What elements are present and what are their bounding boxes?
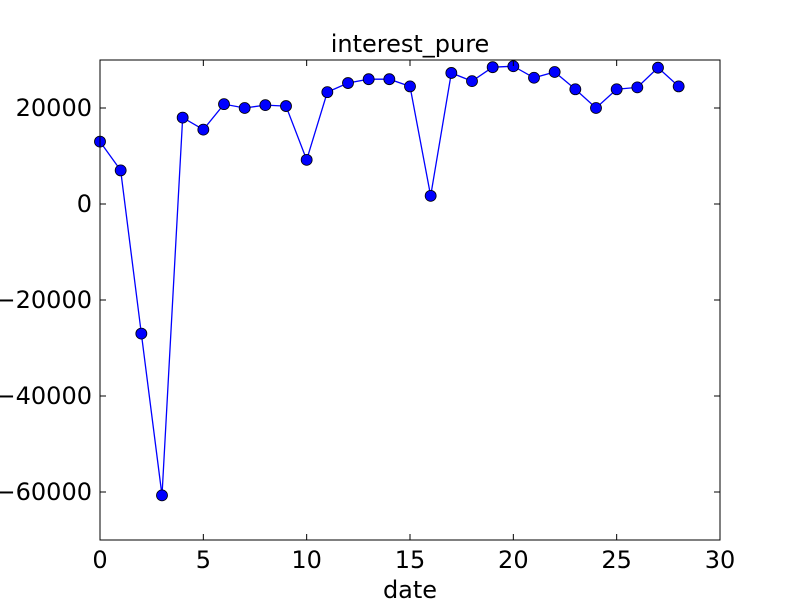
y-tick-label: 0 bbox=[77, 190, 92, 218]
x-axis-ticks: 0 5 10 15 20 25 30 bbox=[92, 60, 735, 574]
y-tick-label: 20000 bbox=[16, 94, 92, 122]
y-tick-label: −40000 bbox=[0, 382, 92, 410]
y-tick-label: −20000 bbox=[0, 286, 92, 314]
x-tick-label: 10 bbox=[291, 546, 322, 574]
data-point bbox=[300, 153, 313, 166]
x-tick-label: 5 bbox=[196, 546, 211, 574]
data-point bbox=[238, 102, 251, 114]
data-point bbox=[672, 80, 685, 93]
series-layer bbox=[94, 60, 685, 502]
data-point bbox=[362, 73, 375, 86]
data-point bbox=[486, 61, 499, 74]
data-point bbox=[135, 327, 148, 340]
data-point bbox=[424, 189, 437, 202]
plot-area-frame bbox=[99, 59, 721, 541]
data-point bbox=[321, 86, 334, 99]
data-point bbox=[445, 67, 458, 79]
data-point bbox=[383, 73, 396, 86]
y-tick-label: −60000 bbox=[0, 478, 92, 506]
data-point bbox=[590, 102, 602, 114]
data-point bbox=[610, 83, 623, 96]
chart-title: interest_pure bbox=[331, 30, 490, 58]
data-points bbox=[94, 60, 685, 502]
x-tick-label: 25 bbox=[601, 546, 632, 574]
data-point bbox=[197, 123, 210, 136]
data-point bbox=[569, 83, 582, 96]
data-point bbox=[156, 489, 168, 502]
y-axis-ticks: 20000 0 −20000 −40000 −60000 bbox=[0, 94, 720, 506]
data-point bbox=[342, 77, 354, 89]
x-tick-label: 30 bbox=[705, 546, 736, 574]
x-axis-label: date bbox=[383, 576, 437, 600]
x-tick-label: 15 bbox=[395, 546, 426, 574]
data-point bbox=[466, 75, 478, 88]
data-point bbox=[176, 111, 189, 124]
data-point bbox=[280, 100, 292, 112]
data-point bbox=[548, 66, 561, 78]
x-tick-label: 0 bbox=[92, 546, 107, 574]
data-point bbox=[218, 98, 230, 111]
x-tick-label: 20 bbox=[498, 546, 529, 574]
data-point bbox=[652, 61, 664, 74]
data-point bbox=[114, 164, 127, 177]
data-point bbox=[528, 71, 540, 84]
data-point bbox=[404, 80, 416, 93]
data-point bbox=[631, 81, 644, 94]
data-point bbox=[259, 99, 272, 112]
series-line-interest-pure bbox=[99, 65, 680, 496]
